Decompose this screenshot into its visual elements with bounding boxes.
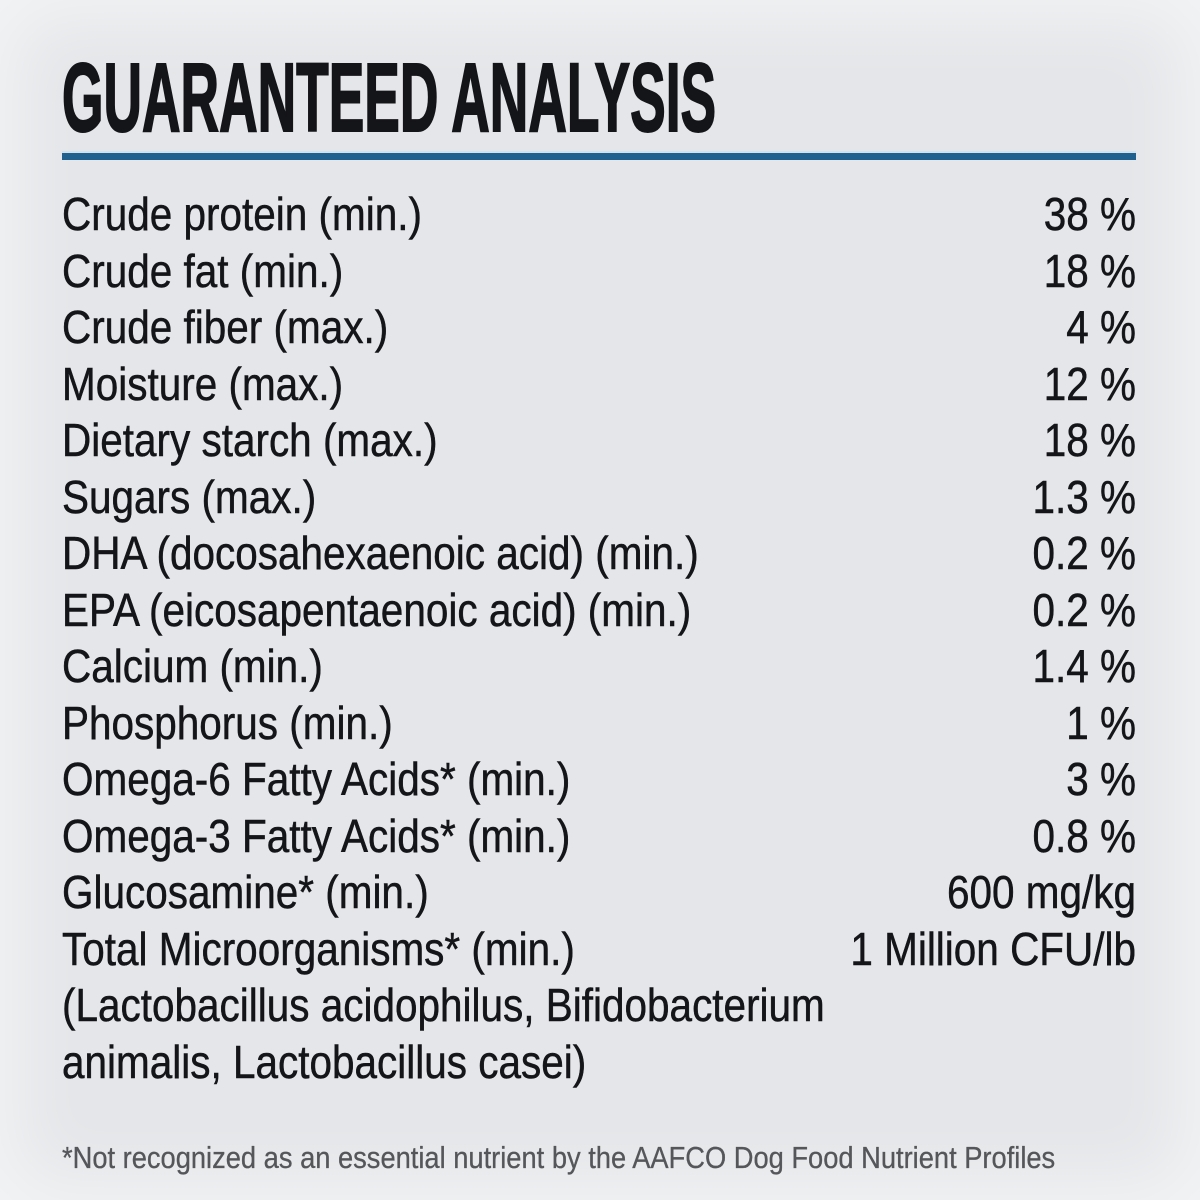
page-title: GUARANTEED ANALYSIS [61,43,717,152]
table-row-dietary-starch: Dietary starch (max.) 18 % [62,412,1136,469]
nutrient-name: Crude fiber (max.) [62,301,389,354]
nutrient-name: Total Microorganisms* (min.) [62,922,575,975]
nutrient-name: Glucosamine* (min.) [62,866,429,919]
table-row-calcium: Calcium (min.) 1.4 % [62,638,1136,695]
nutrient-value: 0.2 % [1032,583,1137,636]
nutrient-value: 1 % [1066,696,1137,749]
nutrient-value: 1 Million CFU/lb [850,922,1137,975]
nutrient-name: DHA (docosahexaenoic acid) (min.) [62,527,699,580]
nutrient-value: 0.2 % [1032,527,1137,580]
nutrient-name: EPA (eicosapentaenoic acid) (min.) [62,583,692,636]
table-row-crude-protein: Crude protein (min.) 38 % [62,186,1136,243]
table-row-epa: EPA (eicosapentaenoic acid) (min.) 0.2 % [62,582,1136,639]
table-row-omega-6: Omega-6 Fatty Acids* (min.) 3 % [62,751,1136,808]
nutrient-value: 18 % [1043,414,1137,467]
aafco-footnote: *Not recognized as an essential nutrient… [62,1140,1056,1176]
table-row-sugars: Sugars (max.) 1.3 % [62,469,1136,526]
microorganisms-species-line-2: animalis, Lactobacillus casei) [62,1035,587,1088]
nutrient-value: 3 % [1066,753,1137,806]
nutrient-name: Calcium (min.) [62,640,323,693]
nutrient-name: Omega-6 Fatty Acids* (min.) [62,753,571,806]
nutrient-name: Crude protein (min.) [62,188,422,241]
table-row-omega-3: Omega-3 Fatty Acids* (min.) 0.8 % [62,808,1136,865]
nutrient-name: Sugars (max.) [62,470,317,523]
title-underline-rule [62,151,1136,161]
nutrient-value: 4 % [1066,301,1137,354]
table-row-phosphorus: Phosphorus (min.) 1 % [62,695,1136,752]
nutrient-name: Moisture (max.) [62,357,344,410]
nutrient-value: 600 mg/kg [947,866,1137,919]
nutrient-value: 1.4 % [1032,640,1137,693]
nutrient-name: Dietary starch (max.) [62,414,438,467]
nutrient-name: Omega-3 Fatty Acids* (min.) [62,809,571,862]
nutrient-value: 1.3 % [1032,470,1137,523]
microorganisms-species-line-1: (Lactobacillus acidophilus, Bifidobacter… [62,979,825,1032]
nutrient-value: 18 % [1043,244,1137,297]
analysis-table: Crude protein (min.) 38 % Crude fat (min… [62,186,1136,977]
table-row-moisture: Moisture (max.) 12 % [62,356,1136,413]
nutrient-value: 38 % [1043,188,1137,241]
table-row-total-microorganisms: Total Microorganisms* (min.) 1 Million C… [62,921,1136,978]
table-row-crude-fiber: Crude fiber (max.) 4 % [62,299,1136,356]
nutrient-name: Crude fat (min.) [62,244,344,297]
nutrient-value: 0.8 % [1032,809,1137,862]
nutrient-name: Phosphorus (min.) [62,696,393,749]
table-row-crude-fat: Crude fat (min.) 18 % [62,243,1136,300]
table-row-dha: DHA (docosahexaenoic acid) (min.) 0.2 % [62,525,1136,582]
nutrient-value: 12 % [1043,357,1137,410]
table-row-glucosamine: Glucosamine* (min.) 600 mg/kg [62,864,1136,921]
